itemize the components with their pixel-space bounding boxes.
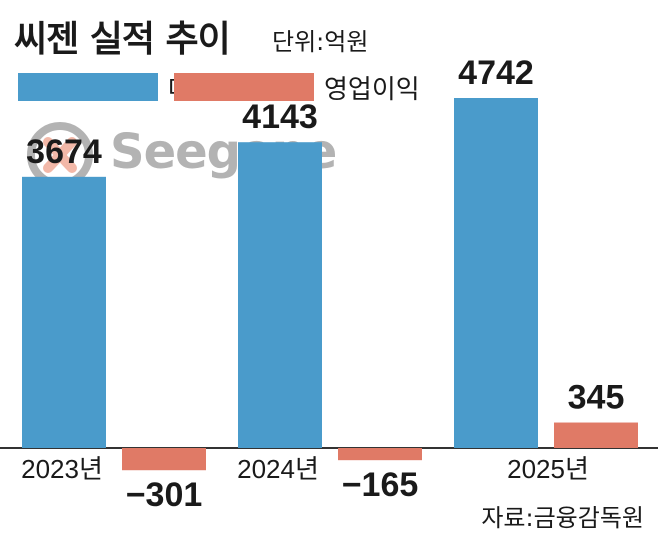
- bar-revenue-2: [238, 142, 322, 448]
- data-label-operating-profit-2: −165: [342, 466, 419, 504]
- data-label-revenue-1: 3674: [26, 133, 102, 171]
- chart-title: 씨젠 실적 추이: [14, 19, 231, 60]
- x-tick-label-1: 2023년: [21, 454, 103, 484]
- bar-revenue-3: [454, 98, 538, 448]
- x-tick-label-2: 2024년: [237, 454, 319, 484]
- legend-label-operating-profit: 영업이익: [324, 74, 420, 105]
- unit-label: 단위:억원: [272, 28, 369, 56]
- data-label-operating-profit-3: 345: [568, 379, 625, 417]
- bar-operating-profit-1: [122, 448, 206, 471]
- legend-swatch-revenue: [18, 73, 158, 101]
- data-label-revenue-2: 4143: [242, 98, 318, 136]
- bar-operating-profit-2: [338, 448, 422, 461]
- source-note: 자료:금융감독원: [481, 504, 644, 532]
- legend-item-operating-profit: 영업이익: [174, 70, 420, 105]
- data-label-operating-profit-1: −301: [126, 476, 203, 514]
- bar-operating-profit-3: [554, 422, 638, 448]
- bar-revenue-1: [22, 176, 106, 448]
- data-label-revenue-3: 4742: [458, 54, 534, 92]
- legend-swatch-operating-profit: [174, 73, 314, 101]
- x-tick-label-3: 2025년: [507, 454, 589, 484]
